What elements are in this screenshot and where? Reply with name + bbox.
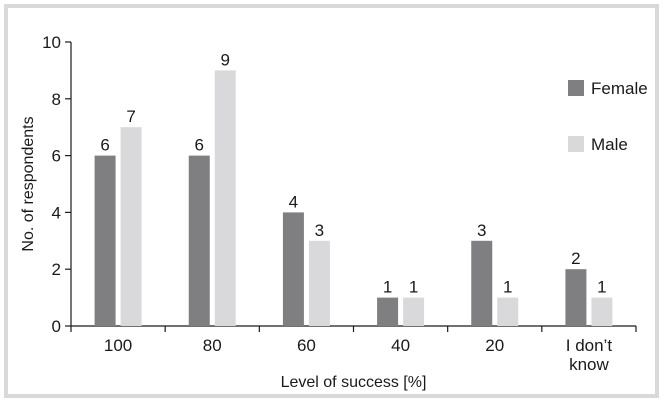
data-label: 9 bbox=[221, 50, 230, 69]
data-label: 6 bbox=[100, 136, 109, 155]
y-tick-label: 8 bbox=[52, 90, 61, 109]
bar-male bbox=[403, 297, 425, 326]
y-tick-label: 4 bbox=[52, 203, 61, 222]
x-tick-label: 80 bbox=[203, 336, 222, 355]
data-label: 2 bbox=[571, 249, 580, 268]
y-tick-label: 0 bbox=[52, 317, 61, 336]
y-tick-label: 10 bbox=[42, 33, 61, 52]
data-label: 1 bbox=[597, 278, 606, 297]
bar-female bbox=[471, 240, 493, 326]
bar-female bbox=[94, 155, 116, 326]
data-label: 1 bbox=[409, 278, 418, 297]
bar-male bbox=[120, 127, 142, 326]
bar-female bbox=[188, 155, 210, 326]
y-axis-title: No. of respondents bbox=[20, 116, 37, 251]
data-label: 1 bbox=[383, 278, 392, 297]
x-tick-label: 60 bbox=[297, 336, 316, 355]
x-tick-label: 20 bbox=[485, 336, 504, 355]
legend-label-male: Male bbox=[591, 135, 628, 154]
bars bbox=[94, 70, 613, 327]
bar-male bbox=[308, 240, 330, 326]
x-tick-label: 40 bbox=[391, 336, 410, 355]
legend: Female Male bbox=[568, 79, 648, 154]
x-tick-label: I don’t bbox=[566, 336, 613, 355]
data-label: 3 bbox=[477, 221, 486, 240]
data-label: 7 bbox=[126, 107, 135, 126]
bar-male bbox=[497, 297, 519, 326]
data-label: 3 bbox=[315, 221, 324, 240]
y-tick-label: 6 bbox=[52, 147, 61, 166]
x-tick-label: know bbox=[569, 355, 609, 374]
legend-swatch-male bbox=[568, 136, 584, 152]
x-tick-label: 100 bbox=[104, 336, 132, 355]
data-label: 4 bbox=[289, 192, 298, 211]
bar-female bbox=[565, 269, 587, 326]
x-axis-title: Level of success [%] bbox=[281, 374, 427, 391]
legend-label-female: Female bbox=[591, 79, 648, 98]
bar-female bbox=[377, 297, 399, 326]
y-tick-label: 2 bbox=[52, 260, 61, 279]
data-label: 1 bbox=[503, 278, 512, 297]
bar-female bbox=[282, 212, 304, 326]
data-label: 6 bbox=[195, 136, 204, 155]
bar-male bbox=[214, 70, 236, 327]
legend-swatch-female bbox=[568, 80, 584, 96]
bar-male bbox=[591, 297, 613, 326]
